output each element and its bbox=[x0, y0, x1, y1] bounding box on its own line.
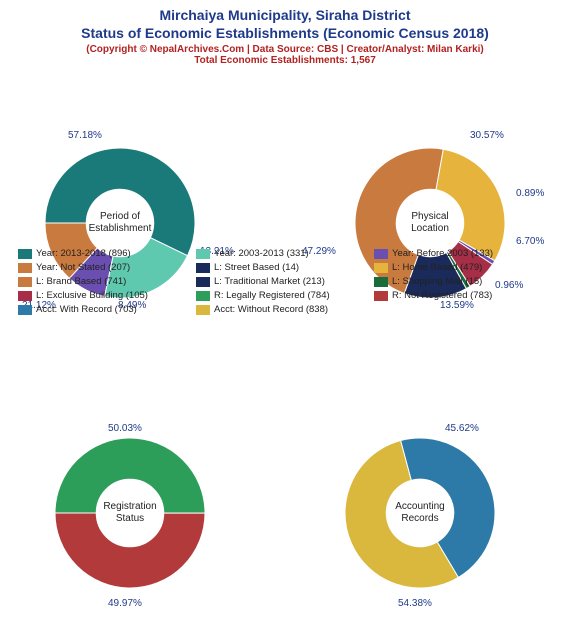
legend-text: Year: Not Stated (207) bbox=[36, 262, 130, 273]
total-line: Total Economic Establishments: 1,567 bbox=[0, 55, 570, 66]
legend-text: L: Home Based (479) bbox=[392, 262, 482, 273]
legend-swatch bbox=[374, 263, 388, 273]
location-slice bbox=[436, 150, 505, 262]
legend-text: L: Shopping Mall (15) bbox=[392, 276, 482, 287]
legend-item: L: Shopping Mall (15) bbox=[374, 276, 552, 287]
subtitle: (Copyright © NepalArchives.Com | Data So… bbox=[0, 44, 570, 55]
legend-item: Year: Not Stated (207) bbox=[18, 262, 196, 273]
period-pct-label: 57.18% bbox=[68, 130, 102, 141]
legend-item: L: Traditional Market (213) bbox=[196, 276, 374, 287]
legend-item: L: Home Based (479) bbox=[374, 262, 552, 273]
location-pct-label: 6.70% bbox=[516, 236, 544, 247]
legend-text: L: Traditional Market (213) bbox=[214, 276, 325, 287]
legend-text: Year: 2003-2013 (331) bbox=[214, 248, 309, 259]
legend-text: Year: Before 2003 (133) bbox=[392, 248, 493, 259]
legend-item: Year: 2013-2018 (896) bbox=[18, 248, 196, 259]
registration-pct-label: 50.03% bbox=[108, 423, 142, 434]
location-pct-label: 0.89% bbox=[516, 188, 544, 199]
header: Mirchaiya Municipality, Siraha District … bbox=[0, 0, 570, 68]
period-donut bbox=[0, 68, 570, 638]
legend-item: R: Legally Registered (784) bbox=[196, 290, 374, 301]
legend-swatch bbox=[196, 277, 210, 287]
legend-swatch bbox=[18, 263, 32, 273]
legend-swatch bbox=[374, 249, 388, 259]
legend-swatch bbox=[196, 291, 210, 301]
period-slice bbox=[45, 148, 195, 256]
legend-item: Acct: Without Record (838) bbox=[196, 304, 374, 315]
legend-text: Year: 2013-2018 (896) bbox=[36, 248, 131, 259]
legend-swatch bbox=[18, 305, 32, 315]
period-center-label: Period ofEstablishment bbox=[89, 211, 152, 235]
legend: Year: 2013-2018 (896) Year: 2003-2013 (33… bbox=[18, 248, 552, 318]
legend-text: Acct: With Record (703) bbox=[36, 304, 137, 315]
title-line-1: Mirchaiya Municipality, Siraha District bbox=[0, 6, 570, 24]
legend-item: Year: 2003-2013 (331) bbox=[196, 248, 374, 259]
registration-center-label: RegistrationStatus bbox=[103, 501, 156, 525]
accounting-center-label: AccountingRecords bbox=[395, 501, 444, 525]
legend-swatch bbox=[374, 277, 388, 287]
legend-text: L: Exclusive Building (105) bbox=[36, 290, 148, 301]
legend-item: L: Street Based (14) bbox=[196, 262, 374, 273]
legend-item: L: Brand Based (741) bbox=[18, 276, 196, 287]
legend-swatch bbox=[374, 291, 388, 301]
legend-text: Acct: Without Record (838) bbox=[214, 304, 328, 315]
legend-item: R: Not Registered (783) bbox=[374, 290, 552, 301]
legend-text: R: Not Registered (783) bbox=[392, 290, 492, 301]
location-center-label: PhysicalLocation bbox=[411, 211, 449, 235]
legend-swatch bbox=[196, 305, 210, 315]
legend-text: L: Brand Based (741) bbox=[36, 276, 126, 287]
legend-swatch bbox=[196, 249, 210, 259]
legend-swatch bbox=[18, 277, 32, 287]
legend-swatch bbox=[18, 249, 32, 259]
registration-donut bbox=[0, 68, 570, 638]
legend-item: Year: Before 2003 (133) bbox=[374, 248, 552, 259]
legend-item: L: Exclusive Building (105) bbox=[18, 290, 196, 301]
accounting-donut bbox=[0, 68, 570, 638]
legend-swatch bbox=[196, 263, 210, 273]
registration-pct-label: 49.97% bbox=[108, 598, 142, 609]
location-donut bbox=[0, 68, 570, 638]
legend-text: L: Street Based (14) bbox=[214, 262, 299, 273]
legend-swatch bbox=[18, 291, 32, 301]
legend-item: Acct: With Record (703) bbox=[18, 304, 196, 315]
title-line-2: Status of Economic Establishments (Econo… bbox=[0, 24, 570, 42]
accounting-pct-label: 54.38% bbox=[398, 598, 432, 609]
legend-text: R: Legally Registered (784) bbox=[214, 290, 330, 301]
location-pct-label: 30.57% bbox=[470, 130, 504, 141]
accounting-pct-label: 45.62% bbox=[445, 423, 479, 434]
